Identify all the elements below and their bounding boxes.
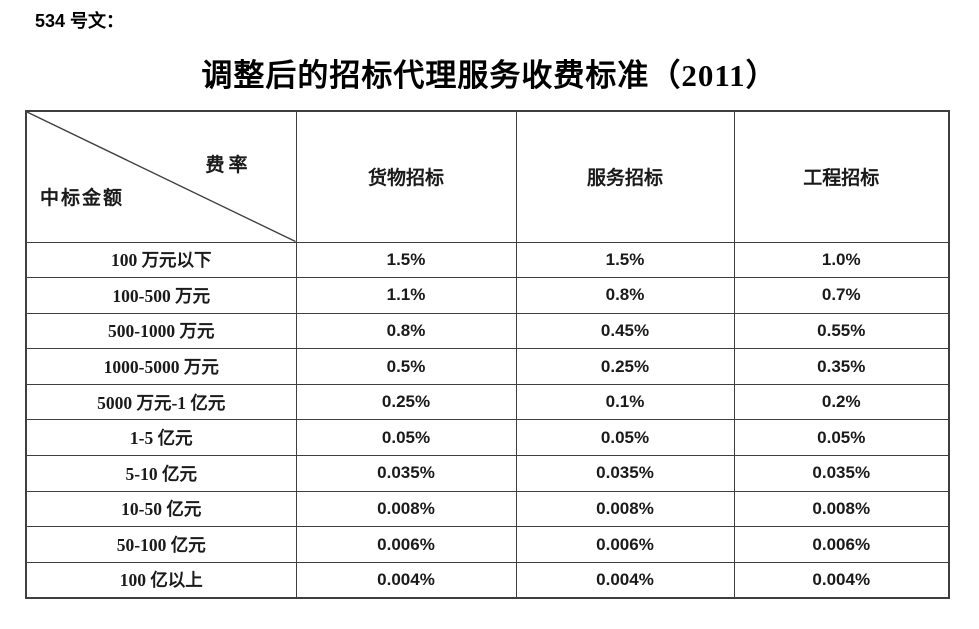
- rate-cell: 0.006%: [733, 526, 950, 563]
- corner-label-amount: 中标金额: [40, 188, 125, 209]
- rate-cell: 0.25%: [295, 383, 517, 421]
- rate-cell: 0.35%: [733, 348, 950, 385]
- rate-cell: 0.035%: [295, 455, 517, 492]
- table-row: 100 万元以下 1.5% 1.5% 1.0%: [25, 241, 950, 279]
- amount-range-cell: 100 亿以上: [25, 561, 297, 599]
- table-header-row: 费率 中标金额 货物招标 服务招标 工程招标: [25, 110, 950, 243]
- table-row: 1-5 亿元 0.05% 0.05% 0.05%: [25, 419, 950, 457]
- column-header-services: 服务招标: [515, 110, 735, 243]
- rate-cell: 0.1%: [515, 383, 735, 421]
- rate-cell: 0.008%: [295, 490, 517, 528]
- table-row: 100-500 万元 1.1% 0.8% 0.7%: [25, 277, 950, 314]
- amount-range-cell: 1-5 亿元: [25, 419, 297, 457]
- rate-cell: 1.0%: [733, 241, 950, 279]
- rate-cell: 0.8%: [515, 277, 735, 314]
- rate-cell: 0.035%: [733, 455, 950, 492]
- rate-cell: 0.008%: [515, 490, 735, 528]
- amount-range-cell: 5-10 亿元: [25, 455, 297, 492]
- table-row: 5000 万元-1 亿元 0.25% 0.1% 0.2%: [25, 383, 950, 421]
- rate-cell: 0.008%: [733, 490, 950, 528]
- rate-cell: 0.006%: [295, 526, 517, 563]
- rate-cell: 0.035%: [515, 455, 735, 492]
- page-title: 调整后的招标代理服务收费标准（2011）: [201, 58, 778, 93]
- amount-range-cell: 100 万元以下: [25, 241, 297, 279]
- diagonal-header-cell: 费率 中标金额: [25, 110, 297, 243]
- table-row: 10-50 亿元 0.008% 0.008% 0.008%: [25, 490, 950, 528]
- rate-cell: 0.45%: [515, 312, 735, 350]
- table-row: 50-100 亿元 0.006% 0.006% 0.006%: [25, 526, 950, 563]
- rate-cell: 0.2%: [733, 383, 950, 421]
- table-row: 500-1000 万元 0.8% 0.45% 0.55%: [25, 312, 950, 350]
- amount-range-cell: 5000 万元-1 亿元: [25, 383, 297, 421]
- rate-cell: 0.8%: [295, 312, 517, 350]
- rate-cell: 0.05%: [733, 419, 950, 457]
- amount-range-cell: 50-100 亿元: [25, 526, 297, 563]
- fee-rate-table: 费率 中标金额 货物招标 服务招标 工程招标 100 万元以下 1.5% 1.5…: [25, 110, 950, 599]
- column-header-goods: 货物招标: [295, 110, 517, 243]
- diagonal-divider-line: [27, 112, 296, 242]
- rate-cell: 0.25%: [515, 348, 735, 385]
- rate-cell: 1.5%: [295, 241, 517, 279]
- table-row: 100 亿以上 0.004% 0.004% 0.004%: [25, 561, 950, 599]
- corner-label-rate: 费率: [205, 155, 252, 176]
- rate-cell: 1.1%: [295, 277, 517, 314]
- rate-cell: 0.05%: [295, 419, 517, 457]
- amount-range-cell: 10-50 亿元: [25, 490, 297, 528]
- rate-cell: 0.006%: [515, 526, 735, 563]
- rate-cell: 0.55%: [733, 312, 950, 350]
- column-header-engineering: 工程招标: [733, 110, 950, 243]
- document-ref-label: 534 号文：: [35, 11, 125, 31]
- amount-range-cell: 1000-5000 万元: [25, 348, 297, 385]
- rate-cell: 0.004%: [733, 561, 950, 599]
- table-row: 5-10 亿元 0.035% 0.035% 0.035%: [25, 455, 950, 492]
- rate-cell: 0.004%: [515, 561, 735, 599]
- rate-cell: 0.7%: [733, 277, 950, 314]
- amount-range-cell: 100-500 万元: [25, 277, 297, 314]
- rate-cell: 0.5%: [295, 348, 517, 385]
- rate-cell: 0.004%: [295, 561, 517, 599]
- amount-range-cell: 500-1000 万元: [25, 312, 297, 350]
- table-row: 1000-5000 万元 0.5% 0.25% 0.35%: [25, 348, 950, 385]
- rate-cell: 1.5%: [515, 241, 735, 279]
- rate-cell: 0.05%: [515, 419, 735, 457]
